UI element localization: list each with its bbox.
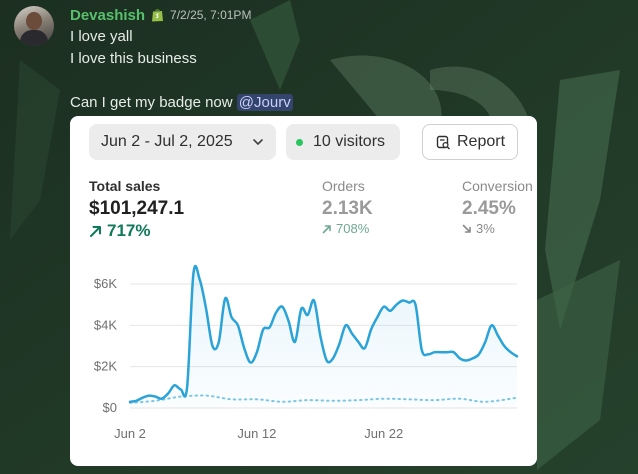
previous-period-line bbox=[129, 394, 518, 404]
metric-label: Orders bbox=[322, 178, 365, 194]
timestamp: 7/2/25, 7:01PM bbox=[170, 8, 252, 22]
y-tick-label: $4K bbox=[94, 317, 117, 332]
x-tick-label: Jun 22 bbox=[364, 426, 403, 441]
user-avatar[interactable] bbox=[14, 6, 54, 46]
x-tick-label: Jun 2 bbox=[114, 426, 146, 441]
y-tick-label: $2K bbox=[94, 359, 117, 374]
report-button[interactable]: Report bbox=[422, 124, 518, 160]
chevron-down-icon bbox=[253, 139, 263, 145]
y-tick-label: $6K bbox=[94, 276, 117, 291]
metric-delta: 708% bbox=[322, 221, 373, 236]
message-line-3-text: Can I get my badge now bbox=[70, 94, 233, 111]
metric-total-sales[interactable]: Total sales $101,247.1 717% bbox=[89, 178, 184, 241]
shopify-bag-icon bbox=[152, 9, 164, 22]
arrow-down-right-icon bbox=[462, 224, 471, 233]
date-range-selector[interactable]: Jun 2 - Jul 2, 2025 bbox=[89, 124, 276, 160]
metric-value: 2.13K bbox=[322, 198, 373, 219]
message-line-3: Can I get my badge now @Jourv bbox=[70, 94, 293, 111]
current-period-line bbox=[128, 264, 519, 404]
visitors-label: 10 visitors bbox=[313, 133, 386, 150]
metric-value: $101,247.1 bbox=[89, 198, 185, 219]
metric-conversion[interactable]: Conversion 2.45% 3% bbox=[462, 178, 533, 236]
sales-line-chart[interactable]: $6K $4K $2K $0 Jun 2 Jun 12 Jun 22 bbox=[70, 116, 537, 466]
metric-label: Total sales bbox=[89, 178, 161, 194]
x-tick-label: Jun 12 bbox=[237, 426, 276, 441]
x-axis-ticks: Jun 2 Jun 12 Jun 22 bbox=[114, 426, 403, 441]
metric-label: Conversion bbox=[462, 178, 533, 194]
metric-orders[interactable]: Orders 2.13K 708% bbox=[322, 178, 373, 236]
message-line-2: I love this business bbox=[70, 50, 197, 67]
message-header: Devashish 7/2/25, 7:01PM bbox=[70, 5, 251, 25]
metric-delta: 3% bbox=[462, 221, 533, 236]
arrow-up-right-icon bbox=[90, 226, 101, 237]
live-dot-icon bbox=[296, 138, 303, 146]
analytics-screenshot-card[interactable]: Jun 2 - Jul 2, 2025 10 visitors Report T… bbox=[70, 116, 537, 466]
report-label: Report bbox=[457, 133, 506, 150]
metric-value: 2.45% bbox=[462, 198, 516, 219]
user-mention[interactable]: @Jourv bbox=[236, 94, 293, 111]
metric-delta: 717% bbox=[89, 221, 184, 241]
y-axis-ticks: $6K $4K $2K $0 bbox=[94, 276, 117, 415]
y-tick-label: $0 bbox=[103, 400, 117, 415]
arrow-up-right-icon bbox=[322, 224, 331, 233]
metric-delta-value: 717% bbox=[107, 221, 151, 240]
report-search-icon bbox=[436, 135, 450, 149]
metric-delta-value: 708% bbox=[336, 221, 370, 236]
metric-delta-value: 3% bbox=[476, 221, 495, 236]
live-visitors-chip[interactable]: 10 visitors bbox=[286, 124, 400, 160]
username[interactable]: Devashish bbox=[70, 6, 146, 24]
message-line-1: I love yall bbox=[70, 28, 133, 45]
date-range-label: Jun 2 - Jul 2, 2025 bbox=[101, 133, 233, 150]
